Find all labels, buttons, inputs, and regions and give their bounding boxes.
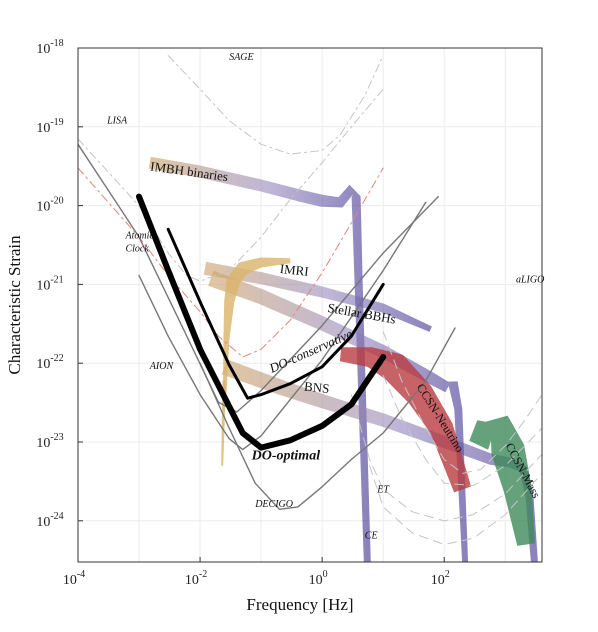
curve-ce (369, 465, 542, 545)
y-tick-label: 10-20 (36, 196, 63, 215)
label-aion: AION (149, 361, 175, 372)
curve-decigo (199, 327, 456, 510)
x-tick-label: 10-4 (63, 569, 85, 588)
curve-aedge (78, 143, 439, 413)
y-tick-label: 10-24 (36, 511, 63, 530)
label-aligo: aLIGO (516, 275, 544, 286)
curve-aion (138, 201, 427, 451)
label-lisa: LISA (106, 116, 128, 127)
y-tick-label: 10-23 (36, 432, 63, 451)
curve-lisa (78, 88, 384, 282)
x-axis-title: Frequency [Hz] (246, 595, 353, 614)
x-tick-label: 102 (431, 569, 450, 588)
label-et: ET (376, 484, 390, 495)
y-tick-label: 10-21 (36, 274, 63, 293)
curve-et (350, 394, 542, 522)
curve-do-optimal (136, 193, 387, 451)
label-imbh-binaries: IMBH binaries (149, 158, 229, 184)
band-imri (203, 261, 432, 332)
y-axis-title: Characteristic Strain (5, 235, 24, 375)
band-stellar-bbhs (208, 270, 469, 562)
band-imbh-binaries (148, 156, 371, 562)
label-ce: CE (365, 530, 378, 541)
band-ccsn-mass (469, 415, 535, 546)
plot-area (78, 55, 542, 562)
plot-frame (77, 47, 543, 563)
label-do-optimal: DO-optimal (251, 448, 321, 463)
label-atomic: Atomic (124, 231, 154, 242)
label-bns: BNS (303, 379, 330, 397)
curve-aligo-upper (382, 374, 542, 487)
x-tick-label: 100 (309, 569, 328, 588)
y-tick-label: 10-19 (36, 117, 63, 136)
label-imri: IMRI (279, 261, 309, 279)
curve-do-conservative (166, 227, 385, 400)
label-sage: SAGE (229, 52, 253, 63)
y-tick-label: 10-18 (36, 38, 63, 57)
band-ccsn-neutrino (339, 347, 472, 493)
curve-sage (167, 55, 384, 155)
grid (77, 47, 542, 562)
curve-aligo (382, 331, 542, 474)
y-tick-label: 10-22 (36, 353, 63, 372)
band-bns (221, 359, 538, 562)
label-clock: Clock (125, 244, 149, 255)
x-tick-label: 10-2 (185, 569, 207, 588)
label-decigo: DECIGO (254, 499, 293, 510)
